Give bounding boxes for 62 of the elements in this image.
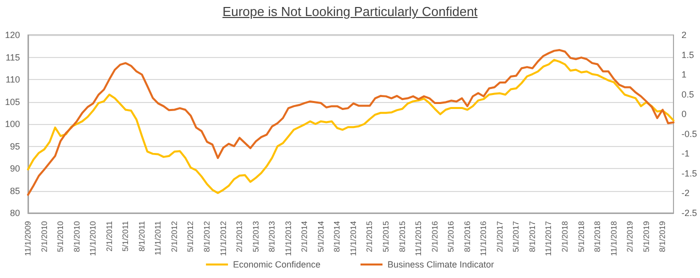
x-tick-label: 5/1/2013 [251, 220, 260, 252]
x-tick-label: 2/1/2012 [170, 220, 179, 252]
x-tick-label: 2/1/2017 [495, 220, 504, 252]
x-tick-label: 11/1/2017 [544, 220, 554, 256]
y-tick-label: 120 [4, 30, 20, 40]
y2-tick-label: 1.5 [681, 50, 694, 60]
x-tick-label: 11/1/2009 [24, 220, 32, 256]
y-tick-label: 105 [4, 96, 20, 107]
x-tick-label: 5/1/2011 [121, 220, 130, 252]
y-tick-label: 85 [10, 186, 20, 196]
x-tick-label: 11/1/2013 [284, 220, 293, 256]
x-tick-label: 2/1/2011 [104, 220, 114, 252]
y2-tick-label: -0.5 [681, 128, 698, 139]
x-tick-label: 11/1/2012 [218, 220, 228, 256]
y2-tick-label: 2 [681, 30, 687, 40]
y-tick-label: 95 [10, 141, 20, 152]
y-tick-label: 80 [10, 208, 20, 218]
x-tick-label: 8/1/2010 [72, 220, 82, 252]
legend-label: Economic Confidence [232, 260, 321, 270]
x-tick-label: 11/1/2016 [479, 220, 488, 256]
x-tick-label: 2/1/2018 [560, 220, 570, 252]
y2-tick-label: 1 [681, 70, 687, 80]
y2-tick-label: -1 [681, 148, 690, 159]
y2-tick-label: 0.5 [681, 89, 694, 100]
x-tick-label: 5/1/2019 [642, 220, 651, 252]
x-tick-label: 2/1/2014 [300, 220, 310, 252]
x-tick-label: 11/1/2011 [154, 220, 163, 256]
x-tick-label: 8/1/2017 [528, 220, 537, 252]
x-tick-label: 5/1/2014 [316, 220, 326, 252]
x-tick-label: 8/1/2011 [137, 220, 146, 252]
y-tick-label: 100 [4, 119, 20, 129]
x-tick-label: 8/1/2019 [658, 220, 668, 252]
y2-tick-label: -2.5 [681, 208, 698, 218]
x-tick-label: 8/1/2016 [462, 220, 472, 252]
x-tick-label: 5/1/2016 [446, 220, 456, 252]
x-tick-label: 11/1/2018 [609, 220, 618, 256]
x-tick-label: 2/1/2010 [40, 220, 49, 252]
x-tick-label: 2/1/2013 [235, 220, 244, 252]
x-tick-label: 11/1/2015 [414, 220, 424, 256]
x-tick-label: 2/1/2019 [626, 220, 635, 252]
y2-tick-label: 0 [681, 109, 687, 120]
y2-tick-label: -2 [681, 188, 690, 198]
x-tick-label: 8/1/2014 [332, 220, 342, 252]
x-tick-label: 5/1/2012 [186, 220, 196, 252]
x-tick-label: 2/1/2015 [365, 220, 374, 252]
x-tick-label: 8/1/2018 [593, 220, 602, 252]
x-tick-label: 11/1/2010 [88, 220, 98, 256]
x-tick-label: 11/1/2014 [348, 220, 358, 256]
x-tick-label: 5/1/2010 [56, 220, 66, 252]
x-tick-label: 8/1/2015 [398, 220, 407, 252]
x-tick-label: 5/1/2015 [382, 220, 391, 252]
y-tick-label: 110 [6, 74, 20, 84]
x-tick-label: 2/1/2016 [430, 220, 440, 252]
x-tick-label: 8/1/2012 [202, 220, 212, 252]
y-tick-label: 90 [10, 164, 20, 174]
y-tick-label: 115 [6, 52, 20, 62]
x-tick-label: 5/1/2018 [576, 220, 586, 252]
x-tick-label: 5/1/2017 [512, 220, 521, 252]
x-tick-label: 8/1/2013 [268, 220, 277, 252]
chart-title: Europe is Not Looking Particularly Confident [221, 4, 479, 19]
y2-tick-label: -1.5 [681, 168, 698, 178]
legend-label: Business Climate Indicator [388, 260, 494, 270]
